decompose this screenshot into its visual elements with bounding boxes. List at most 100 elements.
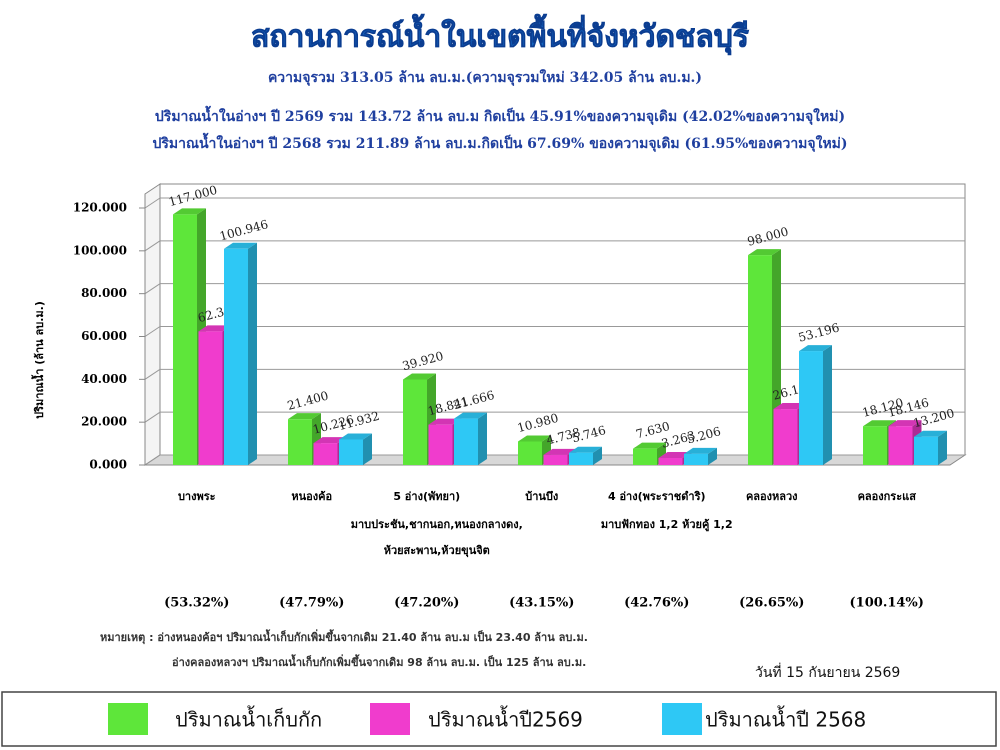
bar: [224, 248, 248, 465]
bar-group: [288, 413, 321, 465]
x-tick-label: บ้านบึง: [525, 490, 558, 503]
bar-top: [339, 433, 372, 440]
y-tick-label: 80.000: [81, 286, 127, 300]
legend-swatch: [108, 703, 148, 735]
bar: [888, 426, 913, 465]
bar: [339, 439, 363, 465]
x-tick-label: บางพระ: [178, 490, 216, 503]
y-tick-label: 120.000: [73, 201, 127, 215]
bar-top: [403, 373, 436, 380]
x-tick-label: คลองหลวง: [746, 490, 798, 503]
subtitle: ปริมาณน้ำในอ่างฯ ปี 2569 รวม 143.72 ล้าน…: [155, 105, 845, 125]
bar-top: [224, 242, 257, 249]
bar-side: [478, 412, 487, 465]
y-axis-label: ปริมาณน้ำ (ล้าน ลบ.ม.): [31, 301, 46, 419]
grid-line-side: [144, 454, 161, 466]
bar: [658, 458, 683, 465]
bar: [633, 448, 657, 465]
bar-group: [339, 433, 372, 465]
category-percent: (42.76%): [624, 596, 689, 611]
bar: [313, 443, 338, 465]
category-note: ห้วยสะพาน,ห้วยขุนจิต: [384, 544, 490, 558]
bar-side: [248, 242, 257, 465]
bar-top: [173, 208, 206, 215]
legend-swatch: [662, 703, 702, 735]
category-note: มาบประชัน,ชากนอก,หนองกลางดง,: [351, 518, 523, 531]
bar: [748, 255, 772, 465]
bar-top: [288, 413, 321, 420]
bar-top: [569, 446, 602, 453]
bar: [914, 436, 938, 465]
x-tick-label: หนองค้อ: [291, 490, 332, 503]
category-percent: (47.20%): [394, 596, 459, 611]
bar: [403, 379, 427, 465]
bar: [543, 454, 568, 465]
back-wall: [159, 183, 966, 456]
bar-top: [773, 403, 807, 410]
bar: [288, 419, 312, 465]
category-percent: (53.32%): [164, 596, 229, 611]
subtitle: ปริมาณน้ำในอ่างฯ ปี 2568 รวม 211.89 ล้าน…: [152, 132, 847, 152]
note: หมายเหตุ : อ่างหนองค้อฯ ปริมาณน้ำเก็บกัก…: [100, 629, 588, 645]
bar: [454, 418, 478, 465]
y-tick-label: 20.000: [81, 415, 127, 429]
bar-top: [914, 430, 947, 437]
legend-label: ปริมาณน้ำเก็บกัก: [175, 706, 322, 732]
bar-group: [914, 430, 947, 465]
bar: [569, 452, 593, 465]
bar-top: [888, 420, 922, 427]
legend-box: [1, 691, 997, 747]
x-tick-label: 4 อ่าง(พระราชดำริ): [608, 490, 706, 503]
bar: [173, 214, 197, 465]
bar-top: [518, 435, 551, 442]
grid-line-side: [144, 368, 161, 380]
legend-swatch: [370, 703, 410, 735]
y-tick-label: 40.000: [81, 372, 127, 386]
grid-line-side: [144, 283, 161, 295]
y-tick-label: 60.000: [81, 329, 127, 343]
bar: [773, 409, 798, 465]
category-percent: (26.65%): [739, 596, 804, 611]
subtitle: ความจุรวม 313.05 ล้าน ลบ.ม.(ความจุรวมใหม…: [268, 68, 702, 86]
category-percent: (43.15%): [509, 596, 574, 611]
bar-group: [684, 447, 717, 465]
bar-side: [938, 430, 947, 465]
x-tick-label: คลองกระแส: [858, 490, 917, 503]
bar-side: [363, 433, 372, 465]
side-wall: [144, 183, 161, 466]
bar-top: [428, 418, 462, 425]
grid-line-side: [144, 411, 161, 423]
bar-top: [863, 420, 896, 427]
bar-group: [569, 446, 602, 465]
bar-top: [313, 437, 347, 444]
category-note: มาบฟักทอง 1,2 ห้วยคู้ 1,2: [601, 518, 733, 532]
bar: [799, 351, 823, 465]
legend-label: ปริมาณน้ำปี2569: [428, 706, 583, 732]
x-tick-label: 5 อ่าง(พัทยา): [393, 490, 460, 503]
bar-top: [198, 325, 232, 332]
bar: [198, 331, 223, 465]
grid-line-side: [144, 240, 161, 252]
bar-top: [684, 447, 717, 454]
bar-group: [799, 345, 832, 465]
category-percent: (47.79%): [279, 596, 344, 611]
bar: [863, 426, 887, 465]
bar-group: [454, 412, 487, 465]
date: วันที่ 15 กันยายน 2569: [755, 663, 900, 681]
bar-group: [224, 242, 257, 465]
bar-top: [454, 412, 487, 419]
note: อ่างคลองหลวงฯ ปริมาณน้ำเก็บกักเพิ่มขึ้นจ…: [172, 654, 586, 669]
bar-side: [708, 447, 717, 465]
bar-side: [823, 345, 832, 465]
category-percent: (100.14%): [850, 596, 924, 611]
chart-title: สถานการณ์น้ำในเขตพื้นที่จังหวัดชลบุรี: [251, 14, 749, 56]
grid-line-side: [144, 197, 161, 209]
bar: [428, 424, 453, 465]
bar: [684, 453, 708, 465]
bar-top: [543, 448, 577, 455]
grid-line-side: [144, 326, 161, 337]
bar-top: [748, 249, 781, 256]
bar-top: [658, 452, 692, 459]
legend-label: ปริมาณน้ำปี 2568: [705, 706, 866, 732]
